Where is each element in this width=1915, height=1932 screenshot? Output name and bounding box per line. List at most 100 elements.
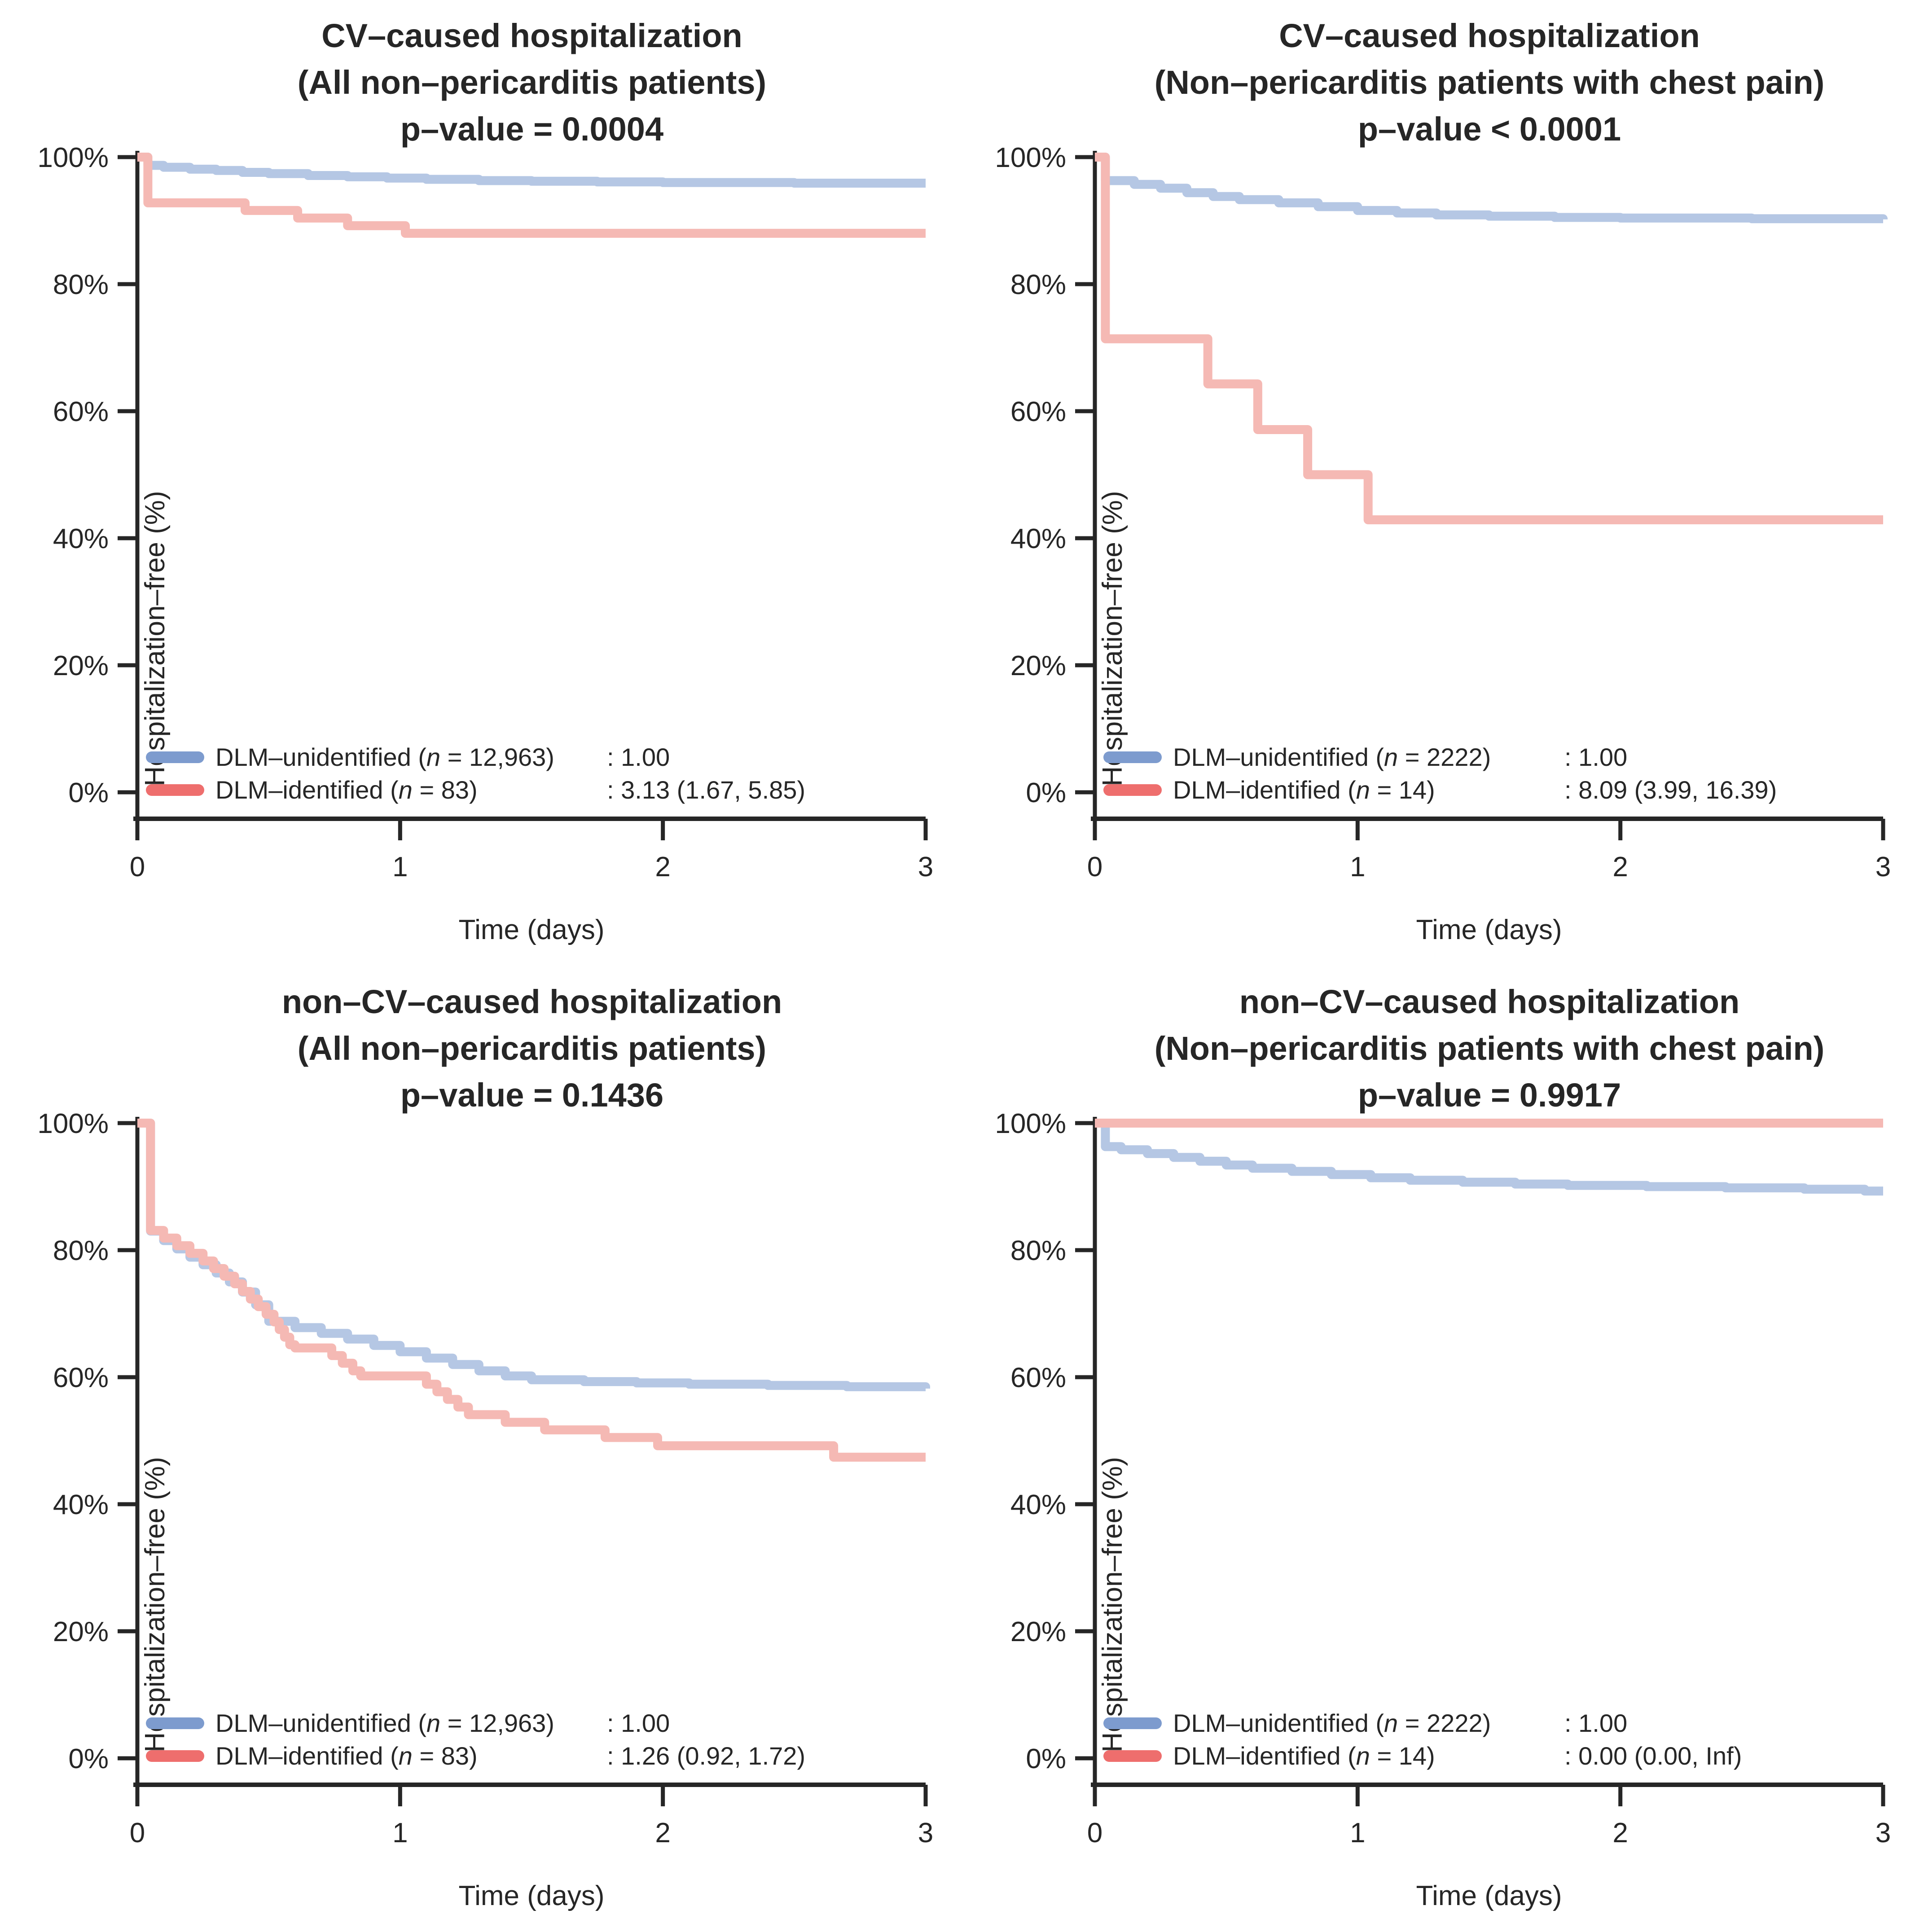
legend-row: DLM–identified (n = 14) : 0.00 (0.00, In… [1103, 1739, 1742, 1772]
legend-row: DLM–unidentified (n = 12,963) : 1.00 [146, 741, 805, 773]
km-curve-red [137, 1119, 926, 1462]
y-tick-label: 40% [53, 523, 109, 554]
y-tick-label: 100% [37, 142, 109, 173]
title-line-pvalue: p–value = 0.9917 [1357, 1076, 1621, 1114]
y-tick-label: 80% [53, 1235, 109, 1266]
y-tick-label: 0% [68, 777, 109, 808]
x-tick-label: 0 [130, 852, 145, 883]
x-axis-label: Time (days) [458, 1880, 605, 1911]
legend-hr-value: : 8.09 (3.99, 16.39) [1564, 776, 1777, 804]
legend-row: DLM–unidentified (n = 2222) : 1.00 [1103, 1707, 1742, 1739]
title-line: (All non–pericarditis patients) [297, 1030, 767, 1067]
km-panel-cv-chestpain: CV–caused hospitalization (Non–pericardi… [958, 0, 1915, 966]
y-tick-label: 0% [68, 1743, 109, 1774]
legend: DLM–unidentified (n = 2222) : 1.00 DLM–i… [1103, 741, 1777, 806]
title-line: (All non–pericarditis patients) [297, 64, 767, 101]
legend-swatch-blue [1103, 751, 1162, 763]
legend-hr-value: : 1.26 (0.92, 1.72) [607, 1742, 806, 1770]
legend-label: DLM–identified (n = 83) [215, 1742, 478, 1770]
legend: DLM–unidentified (n = 2222) : 1.00 DLM–i… [1103, 1707, 1742, 1772]
panel-title: non–CV–caused hospitalization (Non–peric… [1052, 979, 1915, 1119]
legend-swatch-blue [1103, 1717, 1162, 1729]
legend-label: DLM–unidentified (n = 2222) [1173, 1709, 1491, 1737]
x-tick-label: 2 [655, 1818, 670, 1849]
km-curve-red [1095, 153, 1883, 524]
y-tick-label: 40% [1010, 523, 1066, 554]
y-tick-label: 0% [1026, 1743, 1066, 1774]
km-curve-blue [137, 153, 926, 188]
legend-hr-value: : 1.00 [1564, 743, 1628, 771]
title-line: (Non–pericarditis patients with chest pa… [1154, 64, 1825, 101]
x-tick-label: 1 [1350, 852, 1365, 883]
legend-swatch-red [146, 784, 204, 796]
km-plot-svg: 0% 20% 40% 60% 80% 100% 0 1 2 3 [37, 142, 933, 883]
title-line: non–CV–caused hospitalization [1239, 983, 1740, 1020]
legend-hr-value: : 0.00 (0.00, Inf) [1564, 1742, 1742, 1770]
legend-label: DLM–unidentified (n = 12,963) [215, 743, 554, 771]
legend-hr-value: : 1.00 [607, 743, 670, 771]
km-panel-cv-all: CV–caused hospitalization (All non–peric… [0, 0, 958, 966]
legend-hr-value: : 1.00 [607, 1709, 670, 1737]
x-tick-label: 0 [130, 1818, 145, 1849]
km-curve-red [137, 153, 926, 238]
y-tick-label: 100% [37, 1108, 109, 1139]
y-tick-label: 80% [1010, 269, 1066, 300]
x-tick-label: 2 [1612, 852, 1628, 883]
y-tick-label: 60% [53, 396, 109, 427]
panel-title: CV–caused hospitalization (All non–peric… [94, 13, 970, 153]
legend-label: DLM–identified (n = 83) [215, 776, 478, 804]
legend-label: DLM–identified (n = 14) [1173, 1742, 1435, 1770]
legend-row: DLM–unidentified (n = 2222) : 1.00 [1103, 741, 1777, 773]
x-tick-label: 3 [918, 852, 933, 883]
legend: DLM–unidentified (n = 12,963) : 1.00 DLM… [146, 1707, 805, 1772]
km-curve-blue [1095, 1119, 1883, 1196]
x-tick-label: 2 [655, 852, 670, 883]
legend-label: DLM–unidentified (n = 2222) [1173, 743, 1491, 771]
legend-label: DLM–identified (n = 14) [1173, 776, 1435, 804]
y-tick-label: 80% [53, 269, 109, 300]
title-line: CV–caused hospitalization [321, 17, 742, 54]
km-panel-noncv-chestpain: non–CV–caused hospitalization (Non–peric… [958, 966, 1915, 1932]
title-line-pvalue: p–value = 0.1436 [400, 1076, 664, 1114]
x-tick-label: 2 [1612, 1818, 1628, 1849]
x-tick-label: 1 [392, 1818, 408, 1849]
y-tick-label: 40% [1010, 1489, 1066, 1520]
y-tick-label: 20% [1010, 1616, 1066, 1647]
y-tick-label: 60% [53, 1362, 109, 1393]
legend-row: DLM–identified (n = 14) : 8.09 (3.99, 16… [1103, 773, 1777, 806]
y-tick-label: 100% [995, 1108, 1066, 1139]
y-tick-label: 20% [53, 650, 109, 681]
y-tick-label: 0% [1026, 777, 1066, 808]
legend-swatch-blue [146, 751, 204, 763]
x-tick-label: 0 [1087, 852, 1102, 883]
y-tick-label: 100% [995, 142, 1066, 173]
title-line-pvalue: p–value = 0.0004 [400, 110, 664, 148]
title-line: non–CV–caused hospitalization [281, 983, 782, 1020]
legend-row: DLM–identified (n = 83) : 3.13 (1.67, 5.… [146, 773, 805, 806]
km-plot-svg: 0% 20% 40% 60% 80% 100% 0 1 2 3 [995, 1108, 1891, 1849]
legend-hr-value: : 3.13 (1.67, 5.85) [607, 776, 806, 804]
y-tick-label: 60% [1010, 1362, 1066, 1393]
km-plot-svg: 0% 20% 40% 60% 80% 100% 0 1 2 3 [995, 142, 1891, 883]
y-tick-label: 80% [1010, 1235, 1066, 1266]
y-tick-label: 40% [53, 1489, 109, 1520]
x-axis-label: Time (days) [1416, 914, 1562, 945]
panel-title: CV–caused hospitalization (Non–pericardi… [1052, 13, 1915, 153]
km-plot-svg: 0% 20% 40% 60% 80% 100% 0 1 2 3 [37, 1108, 933, 1849]
legend: DLM–unidentified (n = 12,963) : 1.00 DLM… [146, 741, 805, 806]
title-line: (Non–pericarditis patients with chest pa… [1154, 1030, 1825, 1067]
y-tick-label: 20% [53, 1616, 109, 1647]
x-axis-label: Time (days) [1416, 1880, 1562, 1911]
x-tick-label: 0 [1087, 1818, 1102, 1849]
legend-hr-value: : 1.00 [1564, 1709, 1628, 1737]
km-curve-blue [137, 1119, 930, 1392]
y-tick-label: 60% [1010, 396, 1066, 427]
x-tick-label: 3 [1875, 852, 1891, 883]
legend-swatch-red [146, 1750, 204, 1762]
title-line-pvalue: p–value < 0.0001 [1357, 110, 1621, 148]
x-tick-label: 1 [1350, 1818, 1365, 1849]
legend-swatch-red [1103, 1750, 1162, 1762]
legend-row: DLM–identified (n = 83) : 1.26 (0.92, 1.… [146, 1739, 805, 1772]
title-line: CV–caused hospitalization [1279, 17, 1700, 54]
